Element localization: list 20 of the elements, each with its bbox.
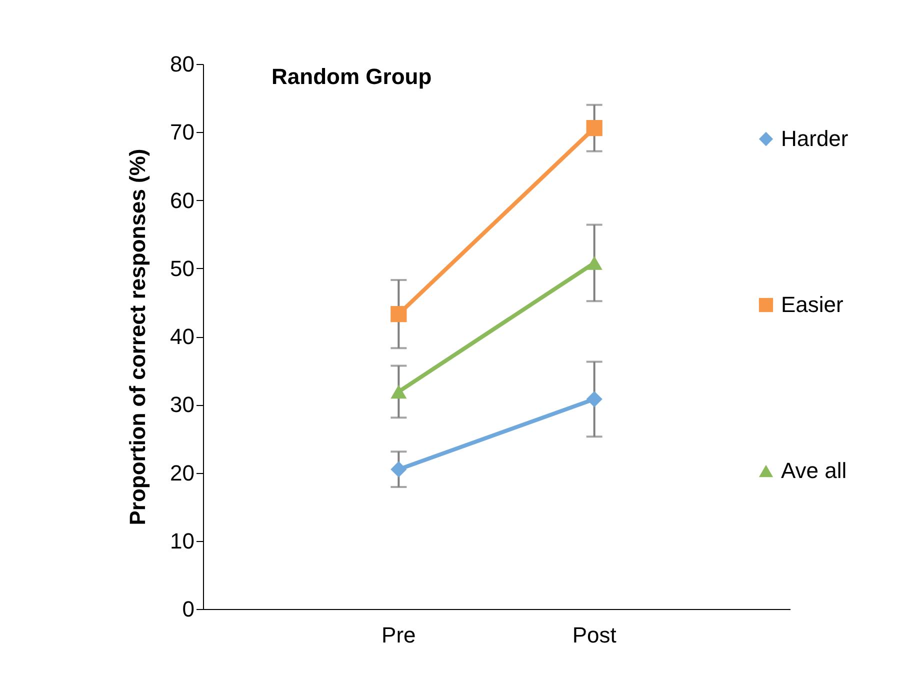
x-tick-label: Post — [572, 622, 616, 648]
x-tick-label: Pre — [382, 622, 416, 648]
y-tick-label: 80 — [170, 52, 194, 76]
legend-label: Easier — [781, 292, 844, 317]
point — [586, 391, 602, 408]
y-tick-label: 40 — [170, 324, 194, 349]
chart-title: Random Group — [272, 64, 432, 89]
legend-label: Ave all — [781, 458, 847, 483]
y-tick-label: 70 — [170, 120, 194, 145]
point — [390, 306, 407, 322]
y-tick-label: 10 — [170, 528, 194, 554]
y-tick-label: 50 — [170, 256, 194, 281]
y-tick-label: 30 — [170, 392, 194, 418]
y-axis-title: Proportion of correct responses (%) — [125, 148, 150, 526]
y-tick-label: 0 — [182, 596, 194, 622]
legend-label: Harder — [781, 126, 848, 151]
point — [390, 461, 407, 478]
point — [586, 120, 602, 136]
y-tick-label: 60 — [170, 188, 194, 213]
y-tick-label: 20 — [170, 460, 194, 486]
